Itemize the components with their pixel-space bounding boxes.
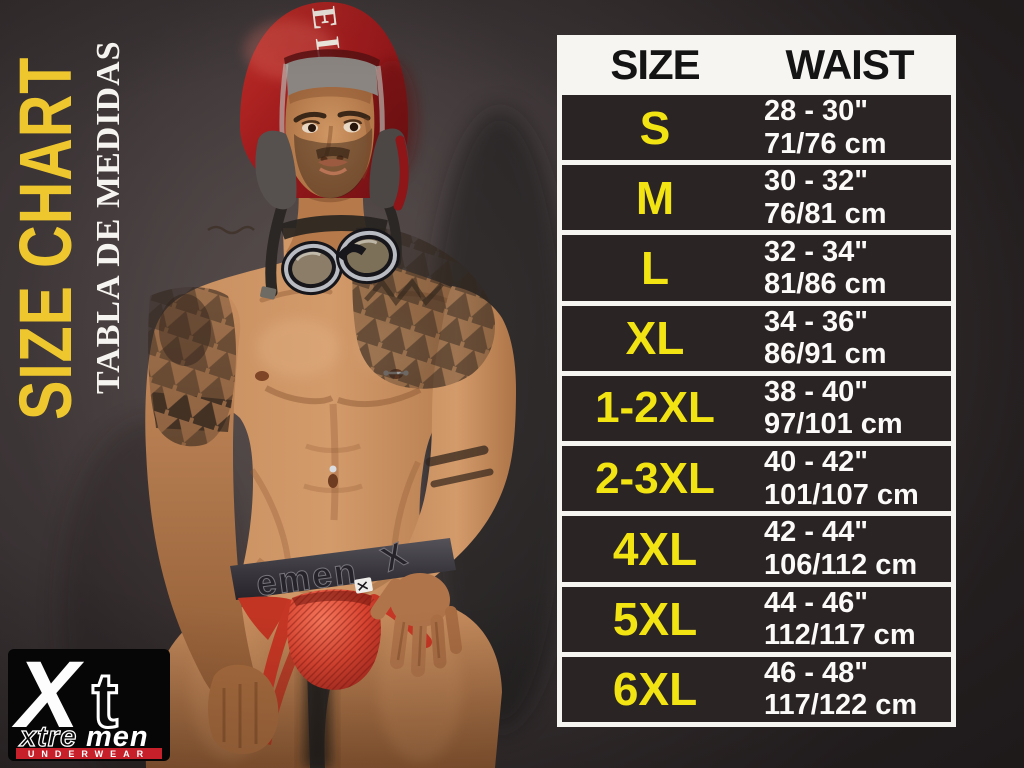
logo-t: t [92, 656, 118, 744]
page-subtitle: TABLA DE MEDIDAS [90, 40, 127, 394]
waist-cm: 112/117 cm [764, 619, 916, 652]
waist-inches: 32 - 34" [764, 235, 869, 268]
armband-tattoo [430, 468, 494, 488]
ear-pad [255, 130, 297, 210]
waist-cell: 40 - 42" 101/107 cm [748, 446, 951, 511]
size-cell: 4XL [612, 522, 698, 575]
waist-cell: 44 - 46" 112/117 cm [748, 587, 951, 652]
waist-inches: 46 - 48" [764, 656, 869, 689]
right-hand [208, 664, 279, 755]
logo-banner [16, 748, 162, 759]
waistband [230, 538, 456, 600]
table-row: M 30 - 32" 76/81 cm [562, 165, 951, 231]
table-row: 1-2XL 38 - 40" 97/101 cm [562, 375, 951, 442]
page-title-text: SIZE CHART [4, 56, 87, 420]
table-row: S 28 - 30" 71/76 cm [562, 95, 951, 161]
helmet-strap-red [393, 135, 409, 211]
logo-brand-solid: men [86, 721, 149, 753]
waist-inches: 44 - 46" [764, 586, 869, 619]
xtremen-logo: X t xtre men UNDERWEAR [8, 649, 170, 761]
navel-piercing [329, 465, 337, 473]
size-cell: L [640, 242, 670, 295]
waist-inches: 42 - 44" [764, 516, 869, 549]
navel [328, 474, 338, 488]
waist-cm: 117/122 cm [764, 689, 918, 722]
waist-cm: 86/91 cm [764, 338, 887, 371]
waist-cell: 34 - 36" 86/91 cm [748, 306, 951, 371]
table-row: 4XL 42 - 44" 106/112 cm [562, 516, 951, 582]
size-cell: 1-2XL [595, 383, 715, 433]
table-row: 6XL 46 - 48" 117/122 cm [562, 656, 951, 722]
size-cell: 5XL [612, 593, 698, 646]
eyebrow [293, 111, 327, 123]
waist-cm: 76/81 cm [764, 197, 887, 230]
helmet: ELD [239, 1, 418, 211]
logo-banner-text: UNDERWEAR [28, 749, 150, 759]
size-column-header: SIZE [610, 41, 700, 88]
waist-cell: 28 - 30" 71/76 cm [748, 95, 951, 160]
waist-inches: 30 - 32" [764, 165, 869, 198]
waist-cell: 46 - 48" 117/122 cm [748, 657, 951, 722]
eyebrow [337, 110, 371, 121]
page-title: SIZE CHART [4, 8, 88, 420]
left-hand [370, 573, 462, 677]
nipple [255, 371, 269, 381]
clavicle-script-tattoo [207, 225, 255, 235]
armband-tattoo [425, 445, 489, 467]
waist-cm: 81/86 cm [764, 268, 887, 301]
wolf-tattoo [159, 294, 211, 366]
waist-cell: 30 - 32" 76/81 cm [748, 165, 951, 230]
waist-inches: 38 - 40" [764, 376, 869, 409]
waist-cm: 97/101 cm [764, 408, 903, 441]
size-cell: M [635, 171, 675, 224]
table-row: L 32 - 34" 81/86 cm [562, 235, 951, 301]
size-cell: XL [625, 312, 685, 365]
lips [318, 159, 348, 167]
logo-x: X [11, 649, 85, 748]
waist-cell: 38 - 40" 97/101 cm [748, 376, 951, 441]
goggles [260, 194, 402, 300]
size-cell: S [639, 101, 671, 154]
waist-inches: 40 - 42" [764, 446, 869, 479]
mustache [316, 147, 350, 159]
waist-cm: 71/76 cm [764, 127, 887, 160]
size-table-header: SIZE WAIST [562, 40, 951, 90]
waist-inches: 34 - 36" [764, 305, 869, 338]
waist-cell: 32 - 34" 81/86 cm [748, 236, 951, 301]
face [285, 81, 375, 199]
table-row: 2-3XL 40 - 42" 101/107 cm [562, 446, 951, 512]
size-table: SIZE WAIST S 28 - 30" 71/76 cm M 30 - 32… [557, 35, 956, 727]
size-cell: 6XL [612, 663, 698, 716]
waist-column-header: WAIST [785, 41, 915, 88]
size-cell: 2-3XL [595, 453, 715, 503]
waist-inches: 28 - 30" [764, 95, 869, 128]
waist-cm: 101/107 cm [764, 478, 919, 511]
waist-cm: 106/112 cm [764, 548, 918, 581]
waist-cell: 42 - 44" 106/112 cm [748, 516, 951, 581]
table-row: XL 34 - 36" 86/91 cm [562, 305, 951, 371]
chin-strap [265, 194, 290, 298]
table-row: 5XL 44 - 46" 112/117 cm [562, 586, 951, 652]
